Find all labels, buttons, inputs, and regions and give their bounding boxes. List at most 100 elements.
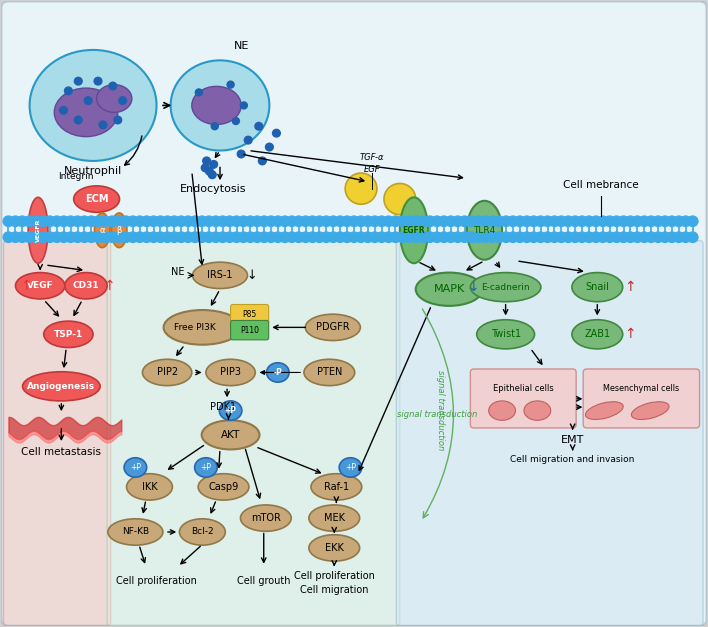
- Circle shape: [266, 232, 276, 243]
- Circle shape: [162, 216, 173, 226]
- FancyBboxPatch shape: [396, 241, 703, 626]
- Circle shape: [321, 216, 331, 226]
- Circle shape: [280, 232, 290, 243]
- Ellipse shape: [470, 273, 541, 302]
- Circle shape: [605, 232, 615, 243]
- Circle shape: [342, 232, 353, 243]
- Circle shape: [59, 232, 69, 243]
- Circle shape: [245, 216, 256, 226]
- Circle shape: [487, 216, 498, 226]
- Circle shape: [528, 232, 539, 243]
- Circle shape: [287, 216, 297, 226]
- Circle shape: [59, 216, 69, 226]
- Circle shape: [570, 216, 581, 226]
- Circle shape: [93, 216, 103, 226]
- Circle shape: [300, 216, 311, 226]
- Circle shape: [30, 216, 41, 226]
- Circle shape: [300, 232, 311, 243]
- Text: ↑: ↑: [624, 327, 636, 341]
- Text: PDK1: PDK1: [210, 402, 236, 412]
- Text: TGF-α: TGF-α: [360, 153, 384, 162]
- Circle shape: [238, 232, 249, 243]
- Text: PDGFR: PDGFR: [316, 322, 350, 332]
- Circle shape: [673, 232, 684, 243]
- Circle shape: [252, 216, 263, 226]
- Circle shape: [563, 216, 573, 226]
- Circle shape: [10, 232, 21, 243]
- Circle shape: [148, 216, 159, 226]
- Circle shape: [639, 216, 649, 226]
- Circle shape: [653, 232, 663, 243]
- Circle shape: [24, 216, 35, 226]
- Circle shape: [99, 121, 107, 129]
- Circle shape: [169, 216, 180, 226]
- Circle shape: [266, 143, 273, 151]
- Text: Cell mebrance: Cell mebrance: [563, 180, 639, 190]
- Circle shape: [556, 216, 566, 226]
- Text: ↓: ↓: [467, 280, 479, 294]
- Ellipse shape: [572, 320, 623, 349]
- Text: α: α: [100, 226, 105, 234]
- Ellipse shape: [142, 359, 192, 386]
- Text: +P: +P: [224, 406, 236, 415]
- Text: +P: +P: [130, 463, 141, 472]
- Ellipse shape: [94, 213, 110, 248]
- Circle shape: [660, 216, 670, 226]
- Circle shape: [535, 232, 546, 243]
- Ellipse shape: [489, 401, 515, 420]
- Circle shape: [238, 216, 249, 226]
- Text: PIP2: PIP2: [156, 367, 178, 377]
- Circle shape: [107, 232, 118, 243]
- Ellipse shape: [309, 535, 360, 561]
- Circle shape: [38, 216, 48, 226]
- Ellipse shape: [23, 372, 100, 401]
- Circle shape: [30, 232, 41, 243]
- Text: PTEN: PTEN: [316, 367, 342, 377]
- Circle shape: [522, 232, 532, 243]
- Circle shape: [224, 232, 235, 243]
- Circle shape: [217, 216, 228, 226]
- Circle shape: [52, 216, 62, 226]
- Circle shape: [390, 216, 401, 226]
- Circle shape: [680, 216, 691, 226]
- Text: mTOR: mTOR: [251, 513, 281, 523]
- Circle shape: [494, 216, 504, 226]
- Circle shape: [480, 216, 491, 226]
- Text: ↑: ↑: [21, 279, 32, 293]
- Circle shape: [355, 232, 366, 243]
- Text: β: β: [117, 226, 122, 234]
- Text: MAPK: MAPK: [433, 284, 465, 294]
- Circle shape: [197, 232, 207, 243]
- Circle shape: [119, 97, 127, 104]
- Ellipse shape: [16, 273, 65, 299]
- Circle shape: [273, 232, 283, 243]
- Circle shape: [618, 216, 629, 226]
- Ellipse shape: [30, 50, 156, 161]
- Circle shape: [100, 232, 110, 243]
- Text: ZAB1: ZAB1: [584, 329, 610, 339]
- Circle shape: [598, 232, 608, 243]
- Circle shape: [314, 232, 325, 243]
- Circle shape: [197, 216, 207, 226]
- Ellipse shape: [108, 519, 163, 545]
- Circle shape: [501, 232, 511, 243]
- Text: Cell proliferation: Cell proliferation: [116, 576, 197, 586]
- Text: Endocytosis: Endocytosis: [180, 184, 246, 194]
- Circle shape: [494, 232, 504, 243]
- Circle shape: [328, 232, 338, 243]
- Circle shape: [466, 232, 476, 243]
- Circle shape: [660, 232, 670, 243]
- Ellipse shape: [467, 201, 502, 260]
- Circle shape: [135, 216, 145, 226]
- Circle shape: [632, 232, 643, 243]
- Circle shape: [287, 232, 297, 243]
- Ellipse shape: [96, 85, 132, 112]
- Circle shape: [445, 216, 456, 226]
- Circle shape: [611, 216, 622, 226]
- Ellipse shape: [171, 60, 269, 150]
- FancyBboxPatch shape: [583, 369, 700, 428]
- Ellipse shape: [164, 310, 241, 345]
- Circle shape: [72, 216, 83, 226]
- Circle shape: [86, 216, 97, 226]
- Circle shape: [577, 216, 588, 226]
